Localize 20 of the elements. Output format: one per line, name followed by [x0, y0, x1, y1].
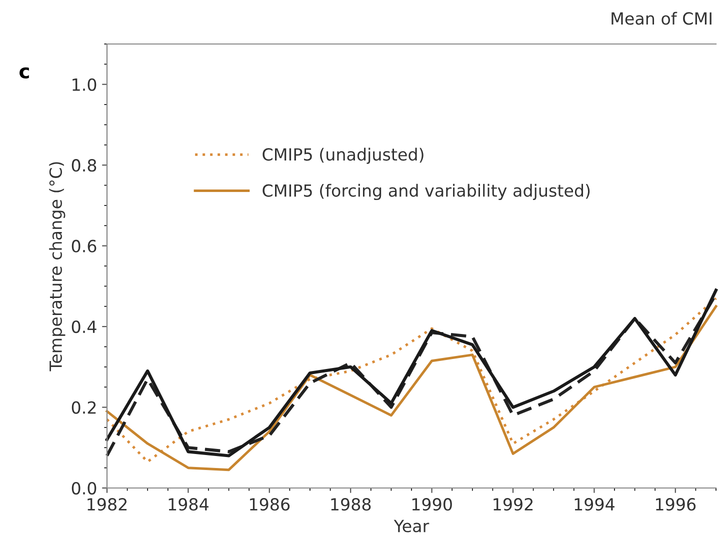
chart-title: Mean of CMI [612, 12, 712, 25]
x-tick-label: 1994 [574, 498, 614, 511]
x-tick-label: 1990 [412, 498, 452, 511]
y-tick-label: 0.4 [72, 320, 96, 334]
y-tick-label: 0.0 [72, 482, 96, 495]
x-tick-label: 1982 [88, 498, 127, 511]
x-tick-label: 1996 [656, 498, 696, 511]
y-tick-label: 1.0 [72, 78, 96, 91]
text: c [20, 67, 29, 78]
x-tick-label: 1984 [168, 498, 208, 511]
y-tick-label: 0.2 [72, 401, 96, 414]
legend-label: CMIP5 (unadjusted) [262, 148, 424, 164]
x-tick-label: 1986 [250, 498, 290, 511]
y-tick-label: 0.8 [72, 159, 96, 172]
y-tick-label: 0.6 [72, 240, 96, 252]
x-tick-label: 1988 [331, 498, 371, 511]
x-tick-label: 1992 [494, 498, 533, 511]
legend-label: CMIP5 (forcing and variability adjusted) [262, 184, 590, 200]
x-axis-title: Year [394, 520, 430, 532]
y-axis-title: Temperature change (°C) [49, 162, 66, 372]
